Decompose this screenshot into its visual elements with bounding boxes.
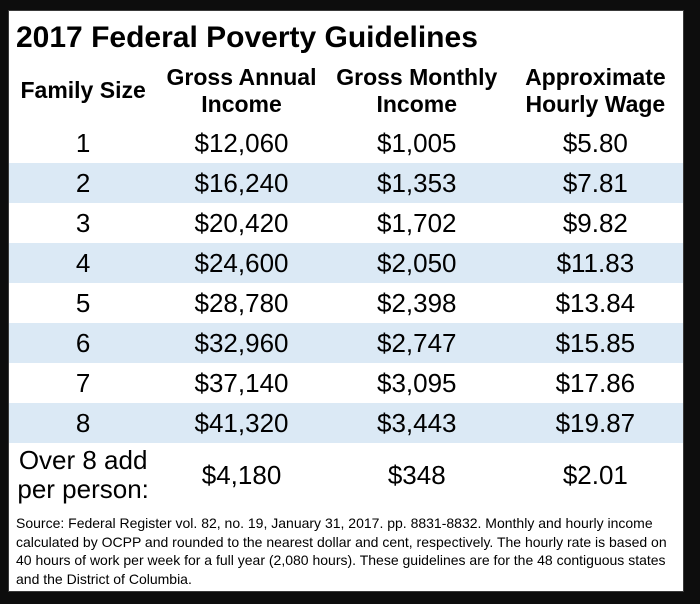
annual-income-cell: $37,140 bbox=[194, 367, 289, 398]
table-row-over-8: Over 8 add per person: $4,180 $348 $2.01 bbox=[9, 443, 683, 507]
monthly-income-cell: $2,398 bbox=[376, 287, 457, 318]
table-row: 2 $16,240 $1,353 $7.81 bbox=[9, 163, 683, 203]
annual-income-cell: $16,240 bbox=[157, 163, 326, 203]
hourly-wage-cell: $9.82 bbox=[562, 207, 628, 238]
hourly-wage-cell: $5.80 bbox=[562, 127, 628, 158]
monthly-income-cell: $348 bbox=[387, 459, 446, 490]
table-header-row: Family Size Gross Annual Income Gross Mo… bbox=[9, 59, 683, 123]
monthly-income-cell: $3,095 bbox=[376, 367, 457, 398]
monthly-income-cell: $2,050 bbox=[325, 243, 508, 283]
table-row: 8 $41,320 $3,443 $19.87 bbox=[9, 403, 683, 443]
column-header-approximate-hourly-wage: Approximate Hourly Wage bbox=[525, 63, 666, 117]
monthly-income-cell: $1,702 bbox=[376, 207, 457, 238]
table-row: 1 $12,060 $1,005 $5.80 bbox=[9, 123, 683, 163]
hourly-wage-cell: $13.84 bbox=[555, 287, 636, 318]
poverty-table: Family Size Gross Annual Income Gross Mo… bbox=[9, 59, 683, 507]
table-row: 4 $24,600 $2,050 $11.83 bbox=[9, 243, 683, 283]
annual-income-cell: $24,600 bbox=[157, 243, 326, 283]
hourly-wage-cell: $11.83 bbox=[507, 243, 683, 283]
monthly-income-cell: $1,353 bbox=[325, 163, 508, 203]
hourly-wage-cell: $17.86 bbox=[555, 367, 636, 398]
family-size-cell: 1 bbox=[75, 127, 91, 158]
annual-income-cell: $41,320 bbox=[157, 403, 326, 443]
family-size-cell: 4 bbox=[9, 243, 158, 283]
poverty-guidelines-card: 2017 Federal Poverty Guidelines Family S… bbox=[8, 10, 684, 592]
table-row: 7 $37,140 $3,095 $17.86 bbox=[9, 363, 683, 403]
monthly-income-cell: $2,747 bbox=[325, 323, 508, 363]
table-row: 5 $28,780 $2,398 $13.84 bbox=[9, 283, 683, 323]
annual-income-cell: $12,060 bbox=[194, 127, 289, 158]
monthly-income-cell: $1,005 bbox=[376, 127, 457, 158]
family-size-cell: Over 8 add per person: bbox=[17, 444, 149, 504]
column-header-gross-annual-income: Gross Annual Income bbox=[166, 63, 317, 117]
family-size-cell: 8 bbox=[9, 403, 158, 443]
hourly-wage-cell: $7.81 bbox=[507, 163, 683, 203]
annual-income-cell: $20,420 bbox=[194, 207, 289, 238]
page-title: 2017 Federal Poverty Guidelines bbox=[16, 21, 478, 54]
table-row: 3 $20,420 $1,702 $9.82 bbox=[9, 203, 683, 243]
hourly-wage-cell: $19.87 bbox=[507, 403, 683, 443]
column-header-family-size: Family Size bbox=[20, 77, 146, 104]
family-size-cell: 2 bbox=[9, 163, 158, 203]
annual-income-cell: $32,960 bbox=[157, 323, 326, 363]
family-size-cell: 5 bbox=[75, 287, 91, 318]
hourly-wage-cell: $15.85 bbox=[507, 323, 683, 363]
source-note: Source: Federal Register vol. 82, no. 19… bbox=[16, 515, 667, 587]
family-size-cell: 7 bbox=[75, 367, 91, 398]
annual-income-cell: $4,180 bbox=[201, 459, 282, 490]
table-row: 6 $32,960 $2,747 $15.85 bbox=[9, 323, 683, 363]
column-header-gross-monthly-income: Gross Monthly Income bbox=[336, 63, 498, 117]
family-size-cell: 6 bbox=[9, 323, 158, 363]
annual-income-cell: $28,780 bbox=[194, 287, 289, 318]
family-size-cell: 3 bbox=[75, 207, 91, 238]
hourly-wage-cell: $2.01 bbox=[562, 459, 628, 490]
monthly-income-cell: $3,443 bbox=[325, 403, 508, 443]
